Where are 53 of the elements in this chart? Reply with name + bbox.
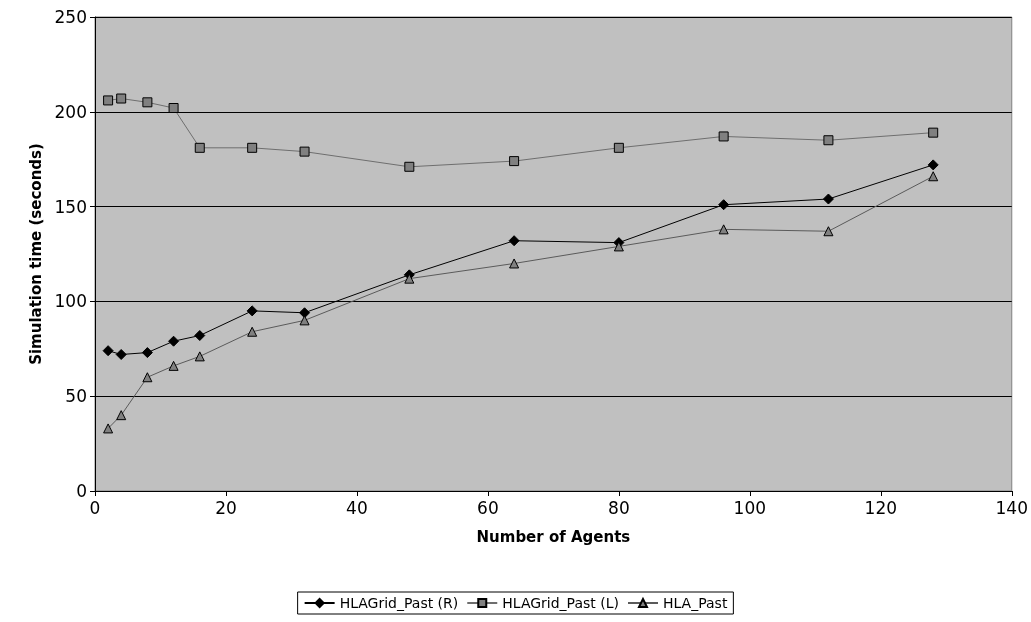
- point: [168, 335, 180, 347]
- legend-label: HLAGrid_Past (R): [339, 595, 459, 611]
- point: [718, 224, 729, 235]
- legend-label: HLAGrid_Past (L): [502, 595, 619, 611]
- x-tick-label: 120: [864, 497, 898, 518]
- x-axis-title: Number of Agents: [476, 527, 631, 546]
- point: [509, 156, 520, 167]
- point: [102, 345, 114, 357]
- point: [168, 360, 179, 371]
- point: [116, 410, 127, 421]
- point: [194, 142, 205, 153]
- x-tick-label: 140: [995, 497, 1028, 518]
- y-tick-label: 150: [54, 196, 87, 217]
- point: [142, 372, 153, 383]
- y-tick-label: 0: [76, 481, 87, 501]
- point: [928, 171, 939, 182]
- point: [508, 235, 520, 247]
- point: [718, 199, 730, 211]
- point: [141, 347, 153, 359]
- point: [168, 103, 179, 114]
- point: [247, 142, 258, 153]
- point: [103, 423, 114, 434]
- y-tick-label: 100: [54, 291, 87, 312]
- point: [115, 348, 127, 360]
- point: [823, 135, 834, 146]
- x-tick-label: 40: [346, 497, 368, 518]
- point: [613, 142, 624, 153]
- point: [247, 326, 258, 337]
- x-tick-label: 60: [477, 497, 499, 518]
- point: [928, 127, 939, 138]
- x-tick-label: 20: [215, 497, 237, 518]
- point: [927, 159, 939, 171]
- x-tick-label: 0: [89, 497, 101, 518]
- legend-label: HLA_Past: [662, 595, 728, 611]
- x-tick-label: 80: [608, 497, 630, 518]
- point: [299, 315, 310, 326]
- point: [194, 351, 205, 362]
- point: [822, 193, 834, 205]
- point: [116, 93, 127, 104]
- y-axis-title: Simulation time (seconds): [26, 143, 45, 365]
- point: [509, 258, 520, 269]
- point: [103, 95, 114, 106]
- point: [142, 97, 153, 108]
- y-tick-label: 250: [54, 7, 87, 27]
- x-tick-label: 100: [733, 497, 767, 518]
- y-tick-label: 50: [65, 386, 87, 407]
- point: [299, 146, 310, 157]
- y-tick-label: 200: [54, 101, 87, 122]
- point: [404, 161, 415, 172]
- point: [718, 131, 729, 142]
- point: [194, 330, 206, 342]
- point: [246, 305, 258, 317]
- point: [823, 226, 834, 237]
